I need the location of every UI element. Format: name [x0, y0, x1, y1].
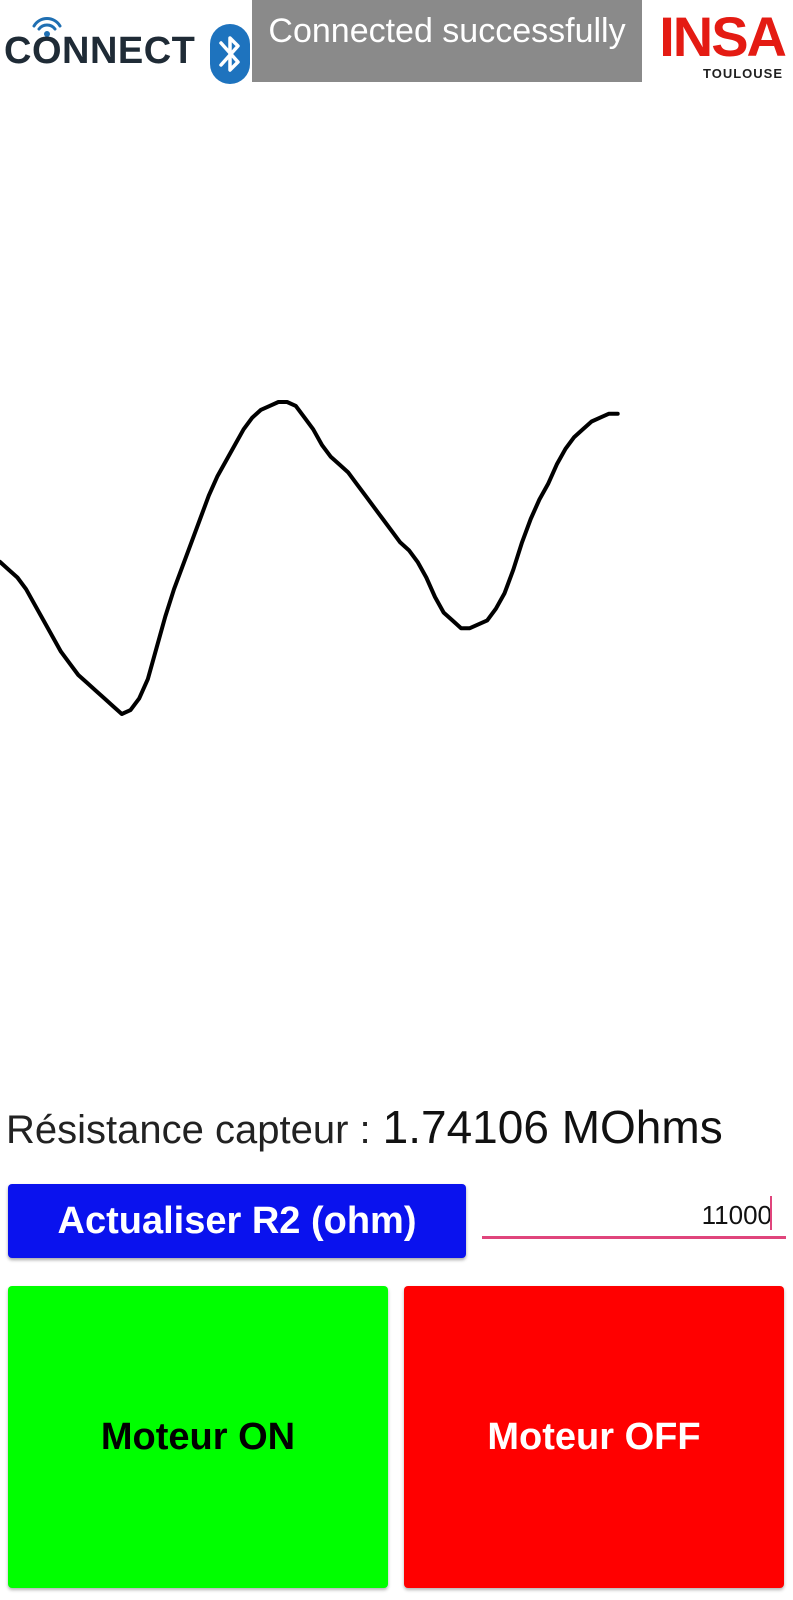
wifi-signal-icon [32, 16, 62, 37]
resistance-label: Résistance capteur : [6, 1108, 371, 1152]
insa-logo-text: INSA [659, 5, 787, 68]
sensor-resistance-readout: Résistance capteur : 1.74106 MOhms [6, 1100, 793, 1164]
connection-status-banner: Connected successfully [252, 0, 642, 82]
r2-input-underline [482, 1236, 786, 1239]
r2-value-input[interactable] [482, 1190, 786, 1240]
sensor-signal-chart [0, 400, 620, 716]
insa-logo-subtext: TOULOUSE [703, 66, 783, 81]
insa-toulouse-logo: INSA TOULOUSE [642, 0, 793, 82]
connect-logo-text: CONNECT [4, 30, 196, 72]
r2-input-container [482, 1190, 786, 1240]
app-header: CONNECT Connected successfully INSA TOUL… [0, 0, 793, 84]
text-cursor [770, 1196, 772, 1230]
motor-on-button[interactable]: Moteur ON [8, 1286, 388, 1588]
resistance-value: 1.74106 MOhms [382, 1101, 723, 1153]
bluetooth-icon [210, 24, 250, 84]
update-r2-button[interactable]: Actualiser R2 (ohm) [8, 1184, 466, 1258]
connect-bluetooth-logo: CONNECT [2, 8, 252, 84]
signal-series-line [0, 400, 620, 716]
motor-off-button[interactable]: Moteur OFF [404, 1286, 784, 1588]
